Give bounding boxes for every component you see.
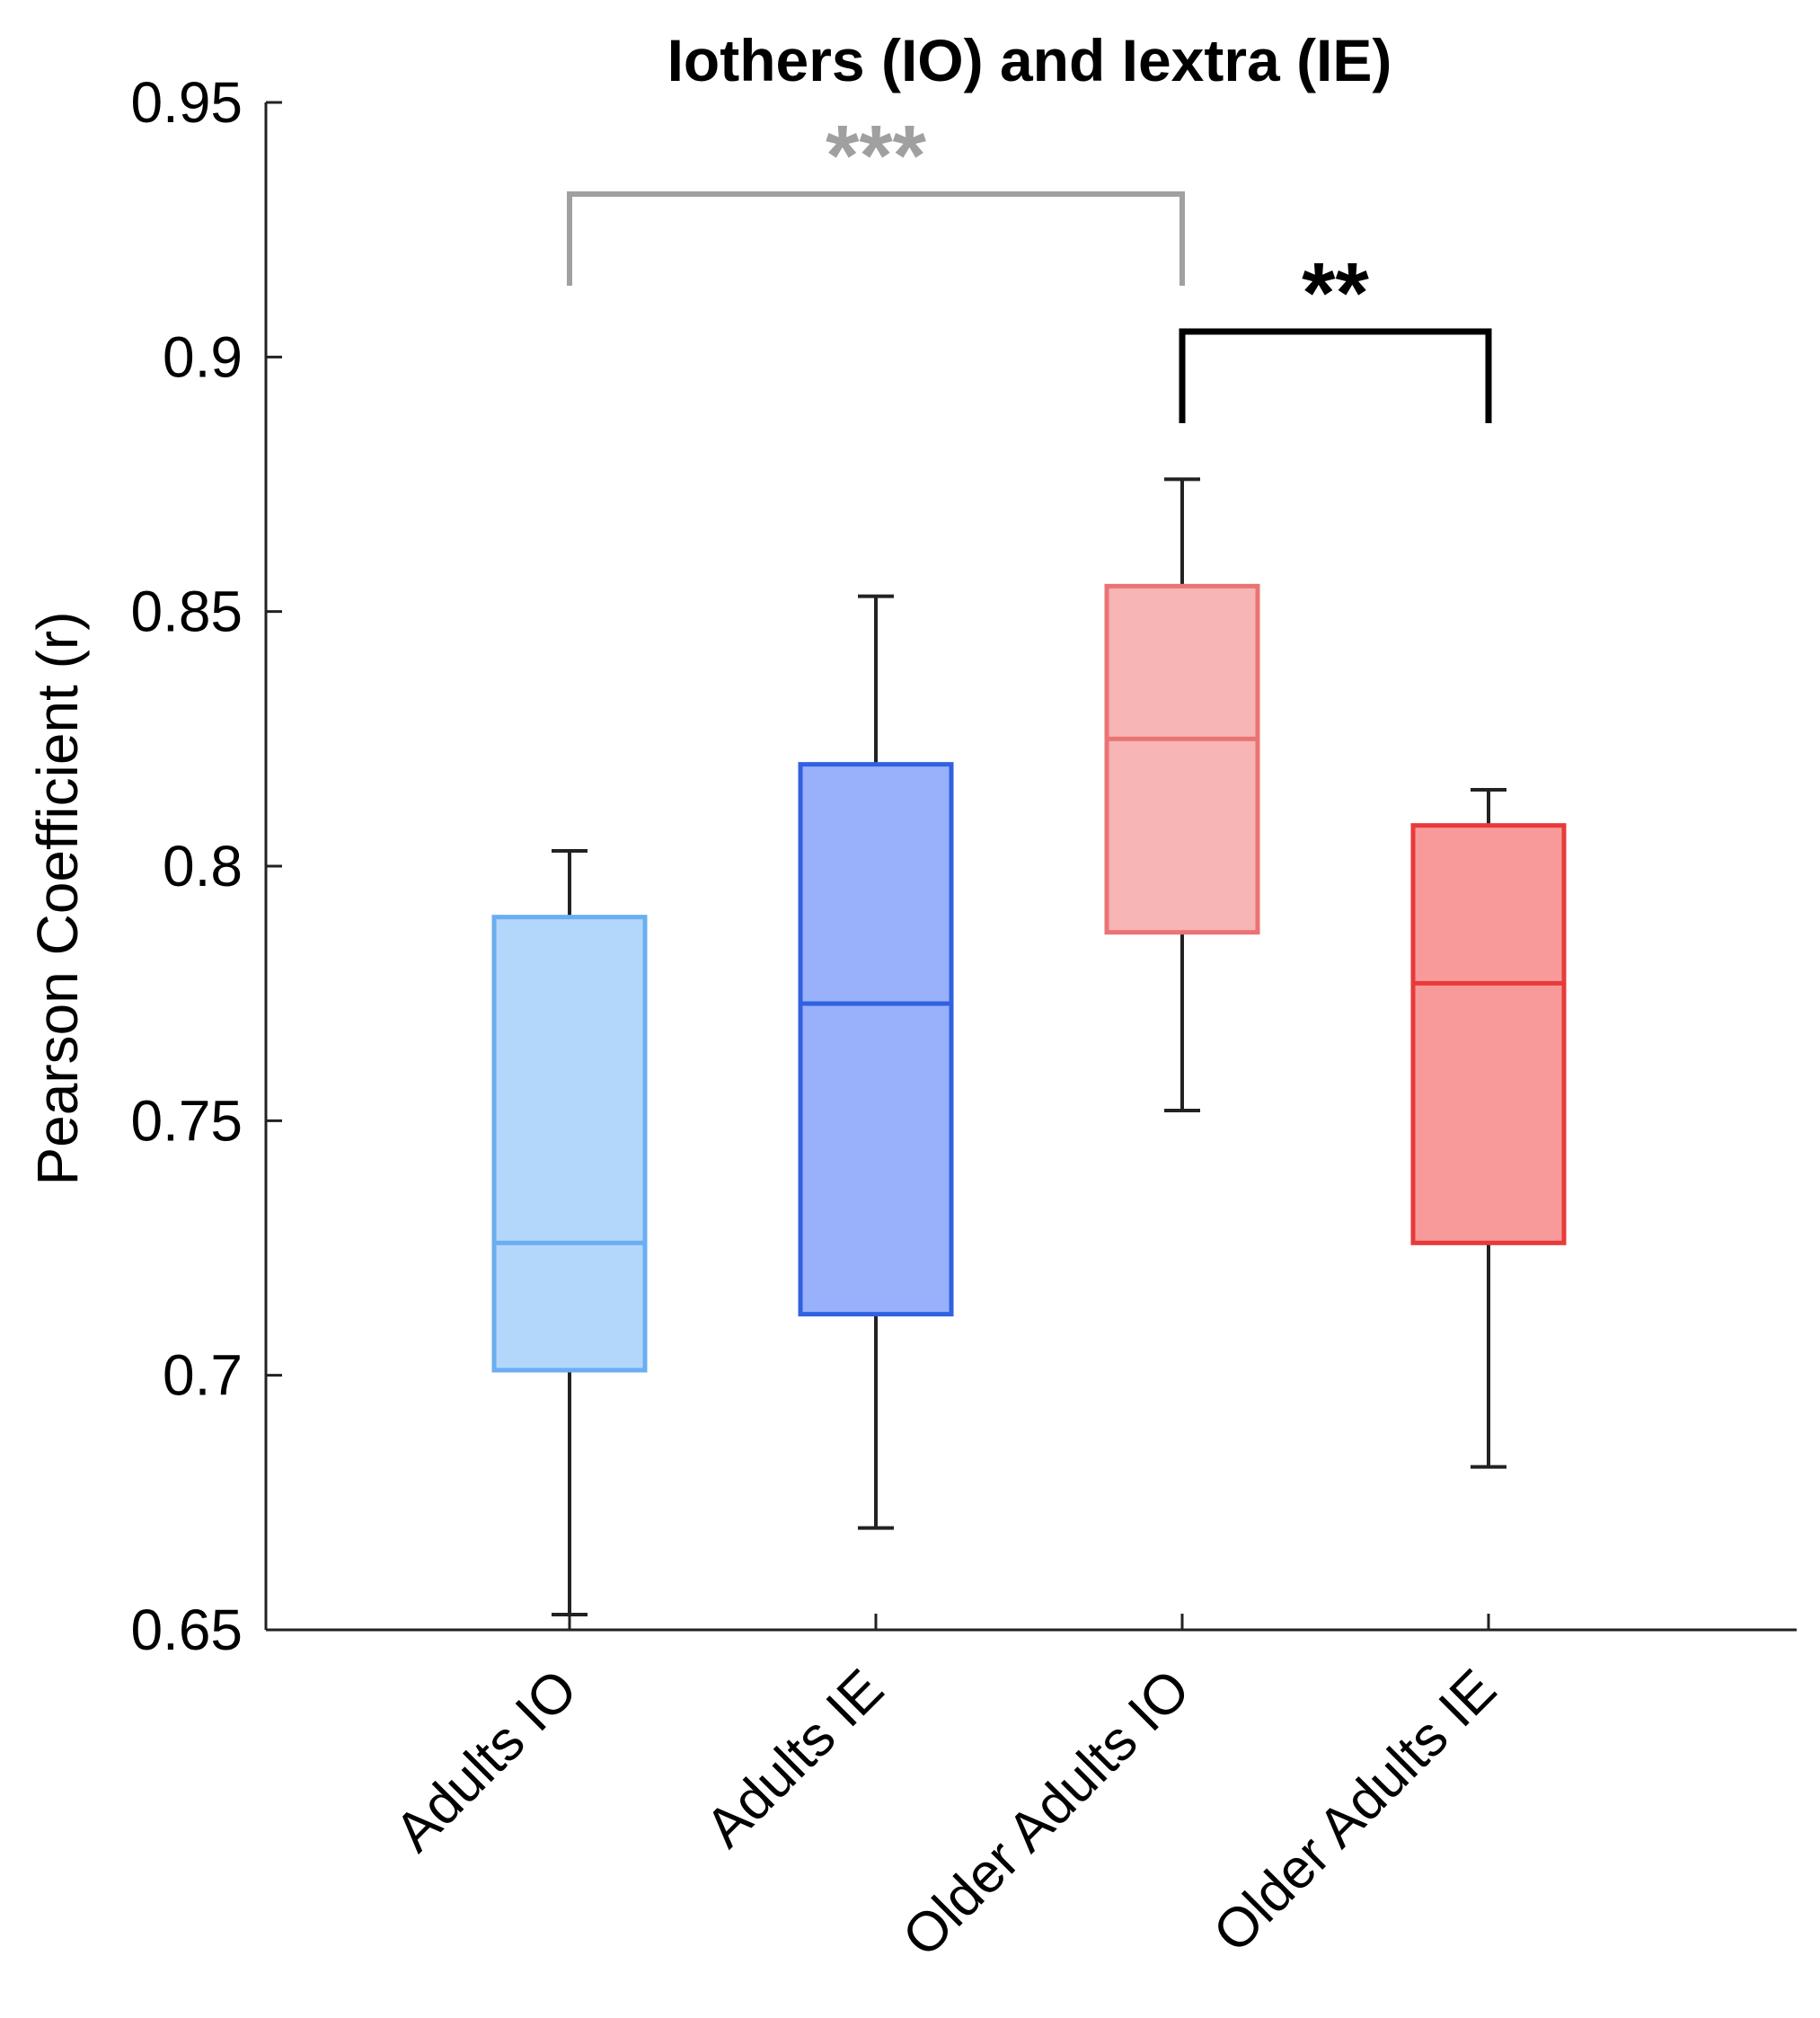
chart-title: Iothers (IO) and Iextra (IE)	[667, 27, 1392, 93]
y-tick-label: 0.75	[130, 1088, 243, 1153]
x-tick-label: Older Adults IE	[1202, 1658, 1508, 1964]
box-4	[1410, 823, 1567, 1245]
y-tick-label: 0.7	[163, 1343, 243, 1408]
box-3	[1104, 583, 1260, 935]
significance-bracket	[1179, 328, 1492, 423]
x-tick-label: Adults IO	[384, 1658, 589, 1863]
box-2	[798, 762, 954, 1317]
y-tick-label: 0.95	[130, 70, 243, 135]
x-tick-label: Adults IE	[694, 1658, 896, 1859]
y-tick-label: 0.9	[163, 324, 243, 389]
significance-label: ***	[826, 108, 927, 204]
plot-area: 0.65 0.7 0.75 0.8 0.85 0.9 0.95 Adults IO Adults…	[130, 70, 1797, 1969]
y-tick-label: 0.85	[130, 580, 243, 644]
significance-label: **	[1302, 245, 1369, 341]
y-tick-label: 0.65	[130, 1598, 243, 1662]
significance-bracket	[567, 191, 1185, 286]
y-axis-title: Pearson Coefficient (r)	[25, 611, 90, 1185]
y-tick-label: 0.8	[163, 834, 243, 898]
x-tick-label: Older Adults IO	[891, 1658, 1202, 1969]
box-1	[491, 915, 648, 1373]
